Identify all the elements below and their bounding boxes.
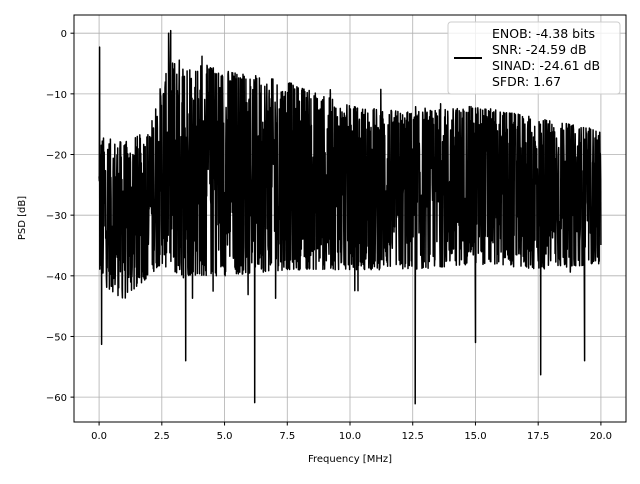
- legend-entry-sinad: SINAD: -24.61 dB: [492, 58, 600, 73]
- x-tick-label: 12.5: [402, 431, 424, 442]
- y-tick-label: −60: [46, 393, 67, 404]
- x-tick-label: 10.0: [339, 431, 361, 442]
- y-tick-label: −50: [46, 332, 67, 343]
- psd-series-line: [98, 29, 602, 405]
- x-tick-label: 20.0: [590, 431, 612, 442]
- y-axis-label: PSD [dB]: [17, 196, 28, 240]
- x-tick-label: 7.5: [279, 431, 295, 442]
- y-tick-label: −40: [46, 272, 67, 283]
- y-tick-label: −30: [46, 211, 67, 222]
- legend-entry-enob: ENOB: -4.38 bits: [492, 26, 595, 41]
- y-tick-label: 0: [61, 29, 67, 40]
- x-tick-label: 5.0: [217, 431, 233, 442]
- x-axis-label: Frequency [MHz]: [308, 454, 392, 465]
- legend-entry-snr: SNR: -24.59 dB: [492, 42, 587, 57]
- x-tick-label: 15.0: [464, 431, 486, 442]
- y-tick-label: −20: [46, 151, 67, 162]
- x-tick-label: 2.5: [154, 431, 170, 442]
- y-tick-label: −10: [46, 90, 67, 101]
- plot-area: [98, 29, 602, 405]
- legend-entry-sfdr: SFDR: 1.67: [492, 74, 561, 89]
- x-tick-label: 17.5: [527, 431, 549, 442]
- legend-box: [447, 21, 621, 95]
- ticks: 0.0 2.5 5.0 7.5 10.0 12.5 15.0 17.5 20.0 0 −10 −20 −…: [46, 29, 612, 442]
- legend: ENOB: -4.38 bits SNR: -24.59 dB SINAD: -…: [447, 21, 621, 95]
- x-tick-label: 0.0: [91, 431, 107, 442]
